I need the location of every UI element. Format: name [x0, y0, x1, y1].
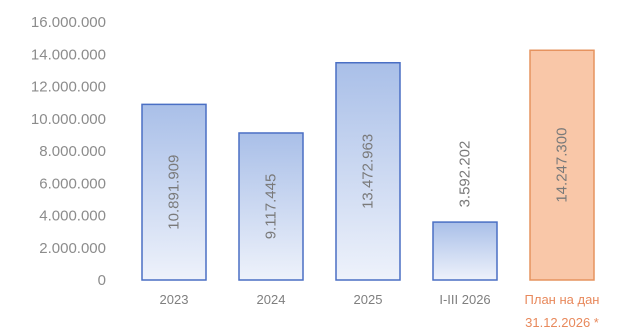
y-tick-label: 2.000.000	[39, 240, 106, 257]
bar-value-label: 13.472.963	[360, 134, 377, 209]
y-tick-label: 16.000.000	[31, 14, 106, 31]
x-category-label: I-III 2026	[439, 292, 490, 307]
x-category-label: 2023	[160, 292, 189, 307]
bars: 10.891.909 9.117.445 13.472.963 3.592.202 14…	[141, 49, 595, 281]
x-category-label: 2024	[257, 292, 286, 307]
bar-plan	[529, 49, 595, 281]
bar-value-label: 3.592.202	[457, 141, 474, 208]
bar	[141, 103, 207, 281]
bar-value-label: 10.891.909	[166, 155, 183, 230]
x-category-label: 2025	[354, 292, 383, 307]
bar	[238, 132, 304, 281]
bar	[335, 61, 401, 281]
y-tick-label: 6.000.000	[39, 175, 106, 192]
y-tick-label: 0	[98, 272, 106, 289]
bar-value-label: 9.117.445	[263, 174, 280, 240]
y-tick-label: 12.000.000	[31, 79, 106, 96]
y-axis: 0 2.000.000 4.000.000 6.000.000 8.000.000 10.…	[31, 14, 106, 289]
x-category-label: План на дан	[525, 292, 600, 307]
x-axis: 2023 2024 2025 I-III 2026 План на дан 31.12.2…	[160, 292, 600, 329]
y-tick-label: 8.000.000	[39, 143, 106, 160]
bar-value-label: 14.247.300	[554, 128, 571, 203]
y-tick-label: 14.000.000	[31, 46, 106, 63]
y-tick-label: 4.000.000	[39, 208, 106, 225]
bar	[432, 221, 498, 281]
y-tick-label: 10.000.000	[31, 111, 106, 128]
x-category-label: 31.12.2026 *	[525, 315, 599, 329]
